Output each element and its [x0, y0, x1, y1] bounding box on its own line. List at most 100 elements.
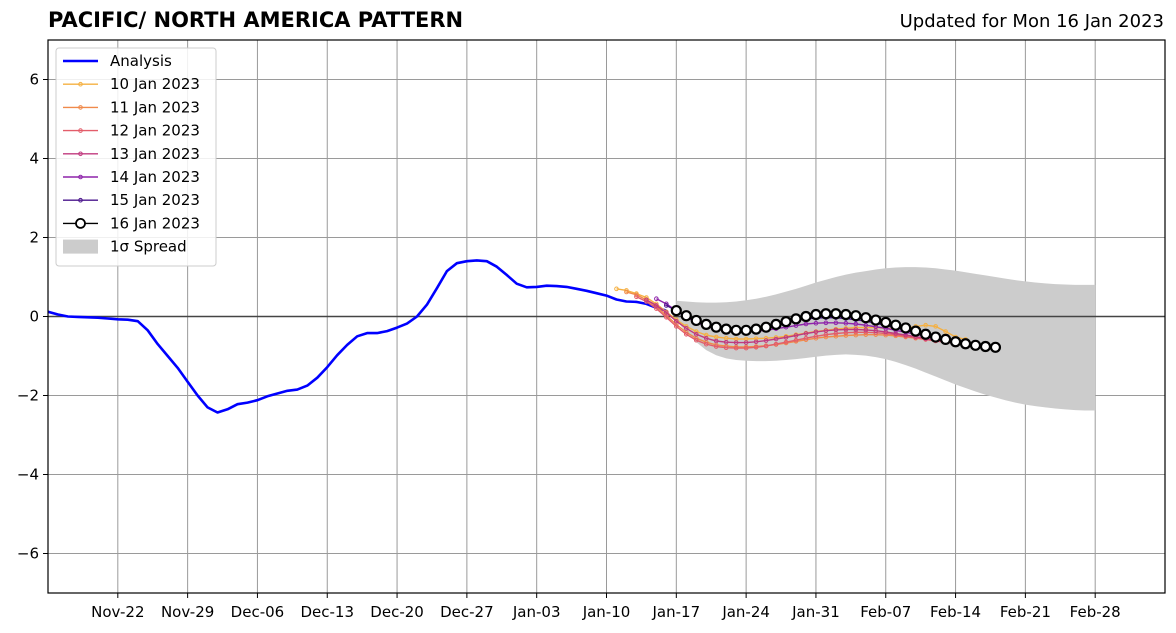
series-point-forecast: [644, 297, 649, 303]
series-point-latest: [830, 308, 842, 320]
series-point-forecast: [634, 294, 639, 300]
spread-band: [676, 267, 1096, 411]
x-tick-label: Dec-13: [300, 603, 354, 621]
series-point-forecast: [793, 333, 799, 338]
series-point-forecast: [624, 289, 629, 295]
series-line-forecast: [636, 296, 976, 349]
x-tick-label: Jan-17: [652, 603, 701, 621]
series-point-latest: [949, 336, 962, 348]
x-tick-label: Feb-07: [860, 603, 911, 621]
series-point-latest: [900, 322, 912, 334]
series-point-forecast: [753, 345, 759, 350]
series-point-latest: [810, 308, 822, 321]
y-tick-label: −4: [17, 466, 39, 484]
series-point-forecast: [743, 345, 749, 351]
series-point-forecast: [843, 320, 849, 326]
series-point-forecast: [683, 326, 689, 331]
series-point-forecast: [803, 331, 809, 336]
series-point-forecast: [813, 333, 819, 339]
series-point-latest: [890, 319, 902, 331]
series-point-forecast: [813, 329, 819, 335]
x-tick-label: Nov-29: [161, 603, 214, 621]
series-point-forecast: [664, 303, 669, 308]
series-point-forecast: [713, 338, 719, 344]
series-point-forecast: [843, 333, 849, 338]
series-point-forecast: [674, 318, 679, 324]
series-point-forecast: [773, 336, 779, 342]
series-point-latest: [969, 339, 982, 351]
x-tick-label: Jan-03: [512, 603, 561, 621]
series-point-latest: [740, 324, 752, 336]
x-tick-label: Dec-20: [370, 603, 424, 621]
series-point-latest: [730, 324, 742, 336]
x-tick-label: Feb-28: [1070, 603, 1121, 621]
series-point-forecast: [683, 331, 689, 337]
series-point-forecast: [743, 340, 749, 345]
series-point-forecast: [813, 320, 819, 326]
series-point-forecast: [943, 329, 948, 334]
series-point-forecast: [933, 324, 938, 329]
series-point-latest: [690, 314, 702, 327]
series-point-latest: [850, 310, 862, 322]
legend-swatch-dot: [78, 151, 83, 157]
series-point-forecast: [853, 330, 859, 335]
y-tick-label: 2: [29, 229, 39, 247]
legend-label: 1σ Spread: [110, 238, 187, 256]
series-point-forecast: [723, 345, 729, 351]
series-point-forecast: [923, 322, 928, 328]
series-point-latest: [710, 321, 722, 333]
series-point-forecast: [853, 327, 859, 332]
x-tick-label: Dec-27: [440, 603, 494, 621]
series-point-forecast: [733, 345, 739, 351]
legend-box: [55, 47, 217, 267]
series-point-latest: [790, 313, 802, 325]
legend-swatch-dot: [78, 105, 83, 110]
series-point-latest: [840, 308, 852, 321]
plot-area: [48, 40, 1165, 593]
series-point-latest: [780, 316, 792, 328]
series-point-forecast: [803, 321, 809, 327]
series-point-forecast: [634, 292, 639, 298]
series-point-forecast: [693, 337, 699, 343]
series-point-forecast: [833, 333, 839, 339]
x-tick-label: Feb-21: [1000, 603, 1051, 621]
series-point-forecast: [763, 338, 769, 343]
legend: Analysis 10 Jan 2023 11 Jan 2023 12 Jan 202…: [55, 47, 217, 267]
series-point-latest: [770, 318, 782, 330]
series-point-forecast: [654, 303, 659, 308]
series-point-latest: [670, 304, 682, 317]
series-point-latest: [920, 328, 932, 340]
legend-swatch-dot: [78, 197, 83, 203]
series-point-forecast: [803, 335, 809, 341]
y-tick-label: −6: [17, 545, 39, 563]
series-point-latest: [880, 316, 892, 329]
series-point-latest: [870, 314, 882, 326]
x-tick-label: Dec-06: [231, 603, 285, 621]
series-point-latest: [979, 340, 992, 353]
y-tick-label: 6: [29, 71, 39, 89]
series-point-forecast: [703, 335, 709, 341]
x-tick-label: Jan-10: [582, 603, 631, 621]
legend-swatch-dot: [78, 81, 83, 87]
series-point-forecast: [783, 335, 789, 340]
x-tick-label: Nov-22: [91, 603, 144, 621]
series-point-forecast: [693, 329, 699, 334]
legend-swatch-circle: [75, 217, 86, 229]
series-point-latest: [939, 333, 952, 346]
series-point-forecast: [853, 332, 859, 338]
series-point-forecast: [674, 324, 679, 329]
series-point-latest: [800, 310, 812, 323]
series-point-forecast: [753, 339, 759, 345]
y-tick-label: 4: [29, 150, 39, 168]
legend-label: 13 Jan 2023: [110, 145, 200, 163]
series-point-forecast: [713, 344, 719, 349]
series-point-forecast: [763, 343, 769, 349]
legend-label: 10 Jan 2023: [110, 75, 200, 93]
series-point-latest: [680, 310, 692, 322]
series-point-latest: [910, 325, 922, 337]
x-tick-label: Feb-14: [930, 603, 981, 621]
series-line-forecast: [646, 299, 986, 348]
series-point-forecast: [833, 320, 839, 326]
x-tick-label: Jan-31: [791, 603, 840, 621]
